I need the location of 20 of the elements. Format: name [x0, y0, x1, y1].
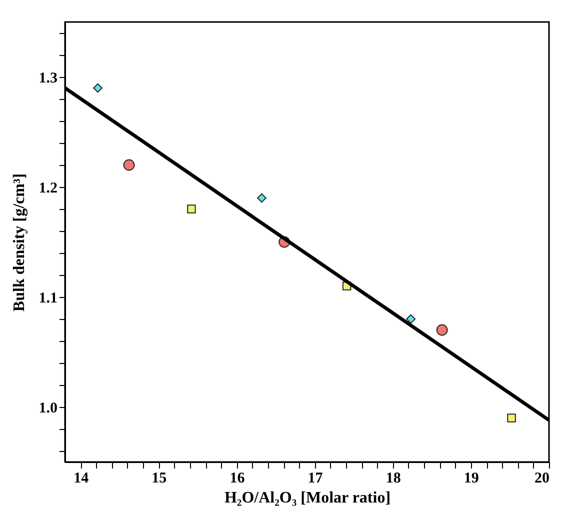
point	[187, 204, 196, 214]
x-tick-label: 18	[386, 470, 401, 486]
x-tick-label: 14	[74, 470, 90, 486]
x-tick-label: 20	[534, 470, 550, 486]
y-tick-label: 1.3	[38, 70, 58, 86]
x-axis-title: H₂O/Al₂O₃ [Molar ratio]	[224, 490, 391, 506]
point	[93, 83, 102, 93]
point	[257, 193, 266, 203]
x-tick-label: 16	[230, 470, 246, 486]
point	[436, 324, 448, 336]
point	[507, 414, 516, 422]
point	[406, 314, 416, 324]
y-tick-label: 1.0	[38, 400, 58, 416]
x-tick-label: 19	[464, 470, 479, 486]
point	[123, 159, 135, 171]
x-tick-label: 15	[152, 470, 167, 486]
y-tick-label: 1.1	[38, 290, 58, 306]
y-axis-title: Bulk density [g/cm³]	[10, 173, 28, 312]
x-tick-label: 17	[308, 470, 324, 486]
y-tick-label: 1.2	[38, 180, 58, 196]
